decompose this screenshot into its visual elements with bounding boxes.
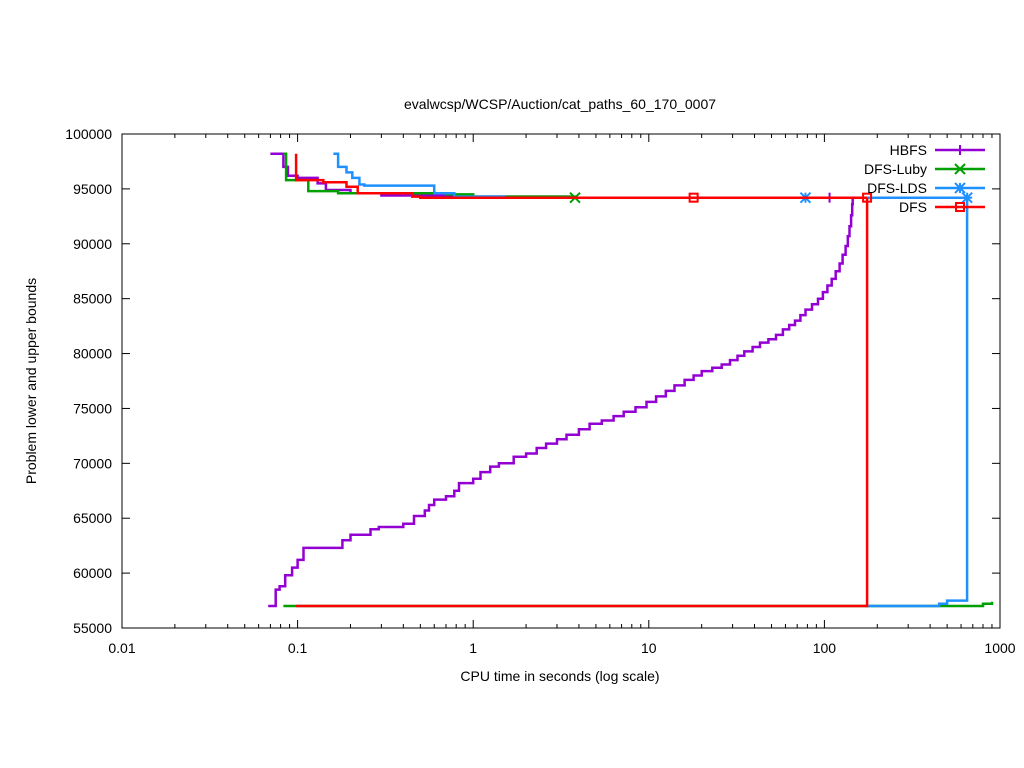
series-hbfs-upper-line	[270, 152, 853, 199]
plot-frame	[121, 133, 1001, 629]
series-dfs-lower-line	[296, 197, 869, 608]
legend: HBFS DFS-Luby DFS-LDS DFS	[864, 142, 985, 215]
legend-marker	[954, 163, 966, 175]
y-tick-label: 90000	[73, 236, 112, 252]
series-hbfs-lower-line	[268, 197, 854, 608]
x-tick-label: 1	[469, 640, 477, 656]
legend-marker	[955, 202, 965, 212]
axis-ticks: 55000 60000 65000 70000 75000 80000 85000 90000…	[65, 126, 1015, 656]
legend-entry-dfs-luby: DFS-Luby	[864, 161, 985, 177]
y-tick-label: 70000	[73, 455, 112, 471]
y-tick-label: 75000	[73, 400, 112, 416]
legend-label: DFS-Luby	[864, 161, 927, 177]
series-dfs-lds-marker	[961, 191, 973, 204]
chart-title: evalwcsp/WCSP/Auction/cat_paths_60_170_0…	[404, 96, 716, 112]
x-tick-label: 1000	[984, 640, 1015, 656]
legend-label: HBFS	[890, 142, 927, 158]
series-layer	[268, 152, 994, 608]
series-hbfs	[268, 152, 854, 608]
legend-marker	[955, 145, 965, 155]
x-tick-label: 100	[813, 640, 837, 656]
legend-entry-dfs-lds: DFS-LDS	[867, 180, 985, 196]
x-tick-label: 10	[641, 640, 657, 656]
y-tick-label: 85000	[73, 291, 112, 307]
y-tick-label: 80000	[73, 346, 112, 362]
legend-label: DFS	[899, 199, 927, 215]
y-tick-label: 95000	[73, 181, 112, 197]
series-dfs	[294, 153, 873, 608]
legend-label: DFS-LDS	[867, 180, 927, 196]
series-dfs-upper-line	[294, 153, 868, 199]
y-tick-label: 60000	[73, 565, 112, 581]
series-dfs-luby-upper-line	[283, 152, 596, 199]
series-dfs-luby	[283, 152, 994, 608]
series-dfs-marker	[688, 192, 699, 203]
y-tick-label: 55000	[73, 620, 112, 636]
y-tick-label: 65000	[73, 510, 112, 526]
legend-marker	[954, 182, 966, 194]
series-dfs-lds-lower-line	[864, 197, 969, 608]
legend-entry-dfs: DFS	[899, 199, 985, 215]
x-axis-label: CPU time in seconds (log scale)	[460, 668, 659, 684]
x-tick-label: 0.01	[108, 640, 135, 656]
y-axis-label: Problem lower and upper bounds	[23, 278, 39, 484]
legend-entry-hbfs: HBFS	[890, 142, 985, 158]
series-dfs-marker	[862, 192, 873, 203]
x-tick-label: 0.1	[288, 640, 308, 656]
series-dfs-lds	[333, 152, 973, 608]
y-tick-label: 100000	[65, 126, 112, 142]
